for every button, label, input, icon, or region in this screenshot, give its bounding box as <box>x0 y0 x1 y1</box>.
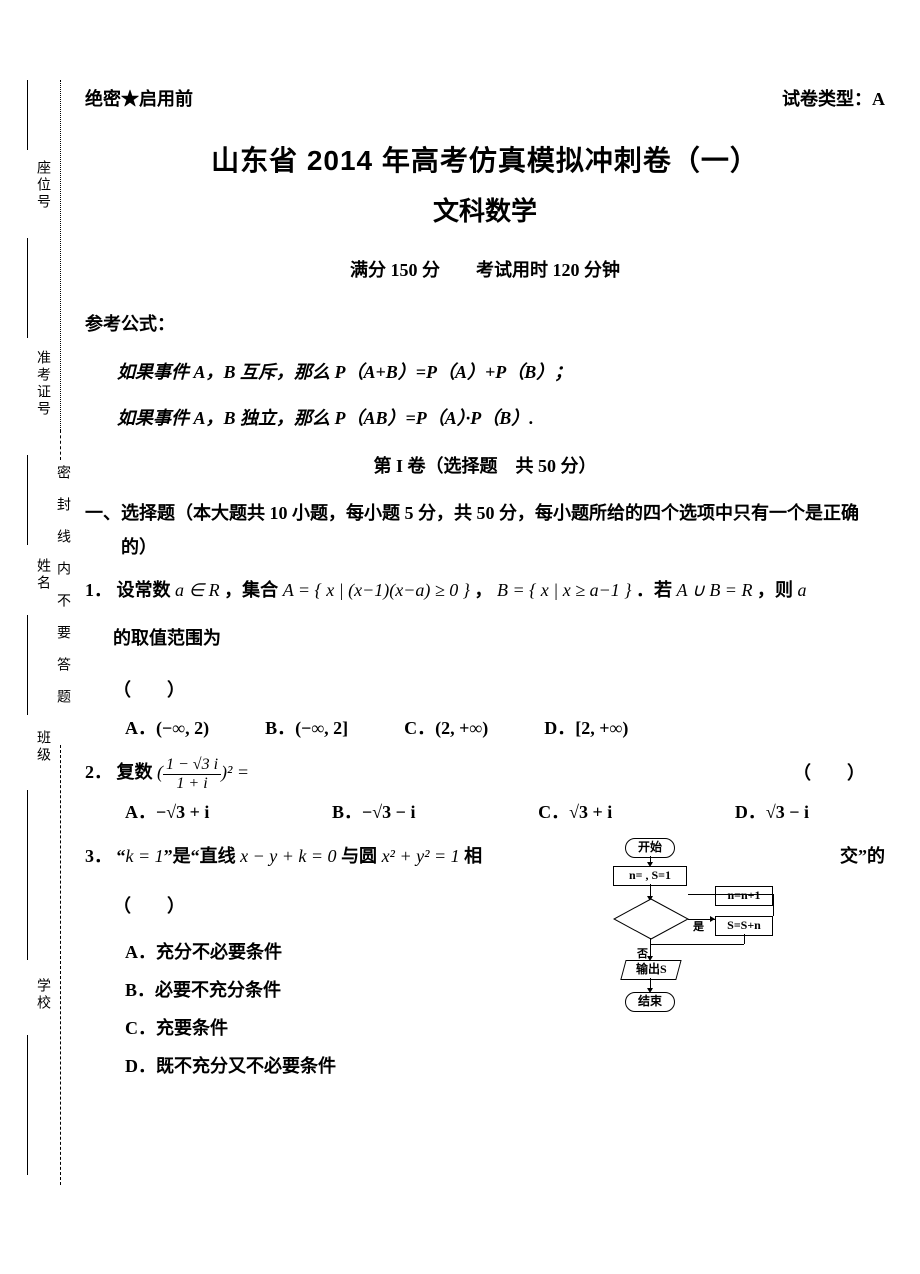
q1-text: ， <box>474 580 492 600</box>
q1-union: A ∪ B = R <box>676 580 752 600</box>
question-1: 1． 设常数 a ∈ R ，集合 A = { x | (x−1)(x−a) ≥ … <box>85 572 885 708</box>
margin-label-name: 姓名 <box>32 558 52 592</box>
question-2: 2． 复数 (1 − √3 i1 + i)² = （ ） <box>85 754 885 792</box>
fc-end: 结束 <box>625 992 675 1012</box>
q2-text: 复数 <box>117 762 158 782</box>
q3-option-D: D．既不充分又不必要条件 <box>125 1048 885 1086</box>
reference-heading: 参考公式： <box>85 310 885 336</box>
q3-cond: k = 1 <box>126 846 164 866</box>
reference-line-2: 如果事件 A，B 独立，那么 P（AB）=P（A）·P（B）. <box>117 404 885 430</box>
section-1-head: 第 I 卷（选择题 共 50 分） <box>85 452 885 478</box>
q3-line-eq: x − y + k = 0 <box>240 846 336 866</box>
q2-fraction: 1 − √3 i1 + i <box>163 756 221 792</box>
q1-number: 1． <box>85 580 112 600</box>
q2-option-B: B．−√3 − i <box>332 798 415 824</box>
margin-label-exam-id: 准考证号 <box>32 350 52 418</box>
q3-text: ”是“直线 <box>164 846 241 866</box>
margin-rule-text: 密封线内不要答题 <box>52 465 72 721</box>
q1-option-D: D．[2, +∞) <box>544 714 628 740</box>
q1-answer-paren: （ ） <box>113 672 885 708</box>
fc-sum: S=S+n <box>715 916 773 936</box>
mc-instructions: 一、选择题（本大题共 10 小题，每小题 5 分，共 50 分，每小题所给的四个… <box>121 496 885 564</box>
exam-info: 满分 150 分 考试用时 120 分钟 <box>85 256 885 282</box>
q1-text: ，则 <box>757 580 798 600</box>
q1-var-a: a <box>797 580 806 600</box>
q1-set-A: A = { x | (x−1)(x−a) ≥ 0 } <box>283 580 470 600</box>
reference-line-1: 如果事件 A，B 互斥，那么 P（A+B）=P（A）+P（B）； <box>117 358 885 384</box>
q1-option-A: A．(−∞, 2) <box>125 714 209 740</box>
q2-option-D: D．√3 − i <box>735 798 809 824</box>
q1-text: ．若 <box>636 580 677 600</box>
margin-label-school: 学校 <box>32 978 52 1012</box>
q1-option-B: B．(−∞, 2] <box>265 714 348 740</box>
q1-options: A．(−∞, 2) B．(−∞, 2] C．(2, +∞) D．[2, +∞) <box>125 714 885 740</box>
q2-power: ² = <box>227 762 249 782</box>
fc-inc: n=n+1 <box>715 886 773 906</box>
q2-options: A．−√3 + i B．−√3 − i C．√3 + i D．√3 − i <box>125 798 865 824</box>
q2-number: 2． <box>85 762 112 782</box>
q1-text: ，集合 <box>224 580 283 600</box>
paper-type-label: 试卷类型：A <box>782 85 885 111</box>
margin-label-seat: 座位号 <box>32 160 52 211</box>
fc-init: n= , S=1 <box>613 866 687 886</box>
confidential-label: 绝密★启用前 <box>85 85 193 111</box>
q1-a-in-R: a ∈ R <box>175 580 220 600</box>
fc-output: 输出S <box>620 960 681 980</box>
q1-range-label: 的取值范围为 <box>113 620 885 656</box>
q1-text: 设常数 <box>117 580 176 600</box>
question-3: 3． “k = 1”是“直线 x − y + k = 0 与圆 x² + y² … <box>85 838 885 1085</box>
q1-option-C: C．(2, +∞) <box>404 714 488 740</box>
fc-start: 开始 <box>625 838 675 858</box>
q3-text: “ <box>117 846 126 866</box>
flowchart-diagram: 开始 n= , S=1 n=n+1 S=S+n 是 否 输 <box>575 838 775 1038</box>
binding-margin: 座位号 准考证号 姓名 班级 学校 密封线内不要答题 <box>12 80 72 1200</box>
q3-text-end: 交”的 <box>840 838 885 874</box>
q2-answer-paren: （ ） <box>793 755 865 791</box>
title-sub: 文科数学 <box>85 191 885 228</box>
q2-option-C: C．√3 + i <box>538 798 612 824</box>
q2-option-A: A．−√3 + i <box>125 798 209 824</box>
q3-text: 相 <box>460 846 483 866</box>
q3-number: 3． <box>85 846 112 866</box>
exam-content: 绝密★启用前 试卷类型：A 山东省 2014 年高考仿真模拟冲刺卷（一） 文科数… <box>85 85 885 1092</box>
q1-set-B: B = { x | x ≥ a−1 } <box>497 580 632 600</box>
fc-decision <box>613 898 689 940</box>
margin-label-class: 班级 <box>32 730 52 764</box>
title-main: 山东省 2014 年高考仿真模拟冲刺卷（一） <box>85 139 885 179</box>
q3-text: 与圆 <box>337 846 382 866</box>
q3-circle-eq: x² + y² = 1 <box>382 846 460 866</box>
